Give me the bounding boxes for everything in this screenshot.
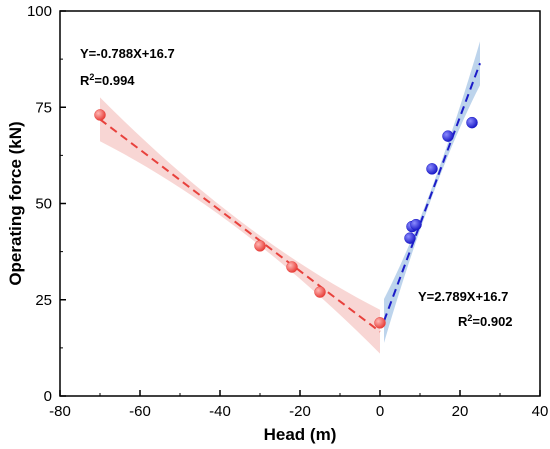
- y-tick-label-4: 100: [27, 3, 52, 20]
- x-axis-title: Head (m): [264, 425, 337, 444]
- data-point-s0-3: [314, 286, 326, 298]
- x-tick-label-4: 0: [376, 403, 384, 420]
- data-point-s1-4: [442, 130, 454, 142]
- data-point-s1-5: [466, 116, 478, 129]
- y-tick-label-2: 50: [35, 196, 52, 213]
- data-point-s1-3: [426, 163, 438, 175]
- x-tick-label-5: 20: [452, 403, 469, 420]
- annotation-equation-red: Y=-0.788X+16.7: [80, 46, 175, 61]
- x-tick-label-2: -40: [209, 403, 231, 420]
- x-tick-label-0: -80: [49, 403, 71, 420]
- data-point-s1-0: [404, 232, 416, 244]
- y-tick-label-1: 25: [35, 292, 52, 309]
- x-tick-label-3: -20: [289, 403, 311, 420]
- data-point-s0-2: [286, 261, 298, 273]
- fit-line-0: [99, 118, 381, 333]
- y-tick-label-0: 0: [44, 388, 52, 405]
- data-point-s1-2: [410, 218, 422, 231]
- annotation-r2-red: R2=0.994: [80, 72, 135, 88]
- x-tick-label-1: -60: [129, 403, 151, 420]
- plot-frame: [59, 10, 541, 397]
- annotation-r2-blue: R2=0.902: [458, 313, 513, 329]
- y-axis-title: Operating force (kN): [6, 121, 25, 285]
- data-point-s0-4: [374, 317, 386, 329]
- annotation-equation-blue: Y=2.789X+16.7: [418, 289, 508, 304]
- y-tick-label-3: 75: [35, 99, 52, 116]
- data-point-s0-1: [254, 240, 266, 252]
- data-point-s0-0: [94, 109, 106, 121]
- x-tick-label-6: 40: [532, 403, 549, 420]
- fit-line-1: [383, 62, 481, 322]
